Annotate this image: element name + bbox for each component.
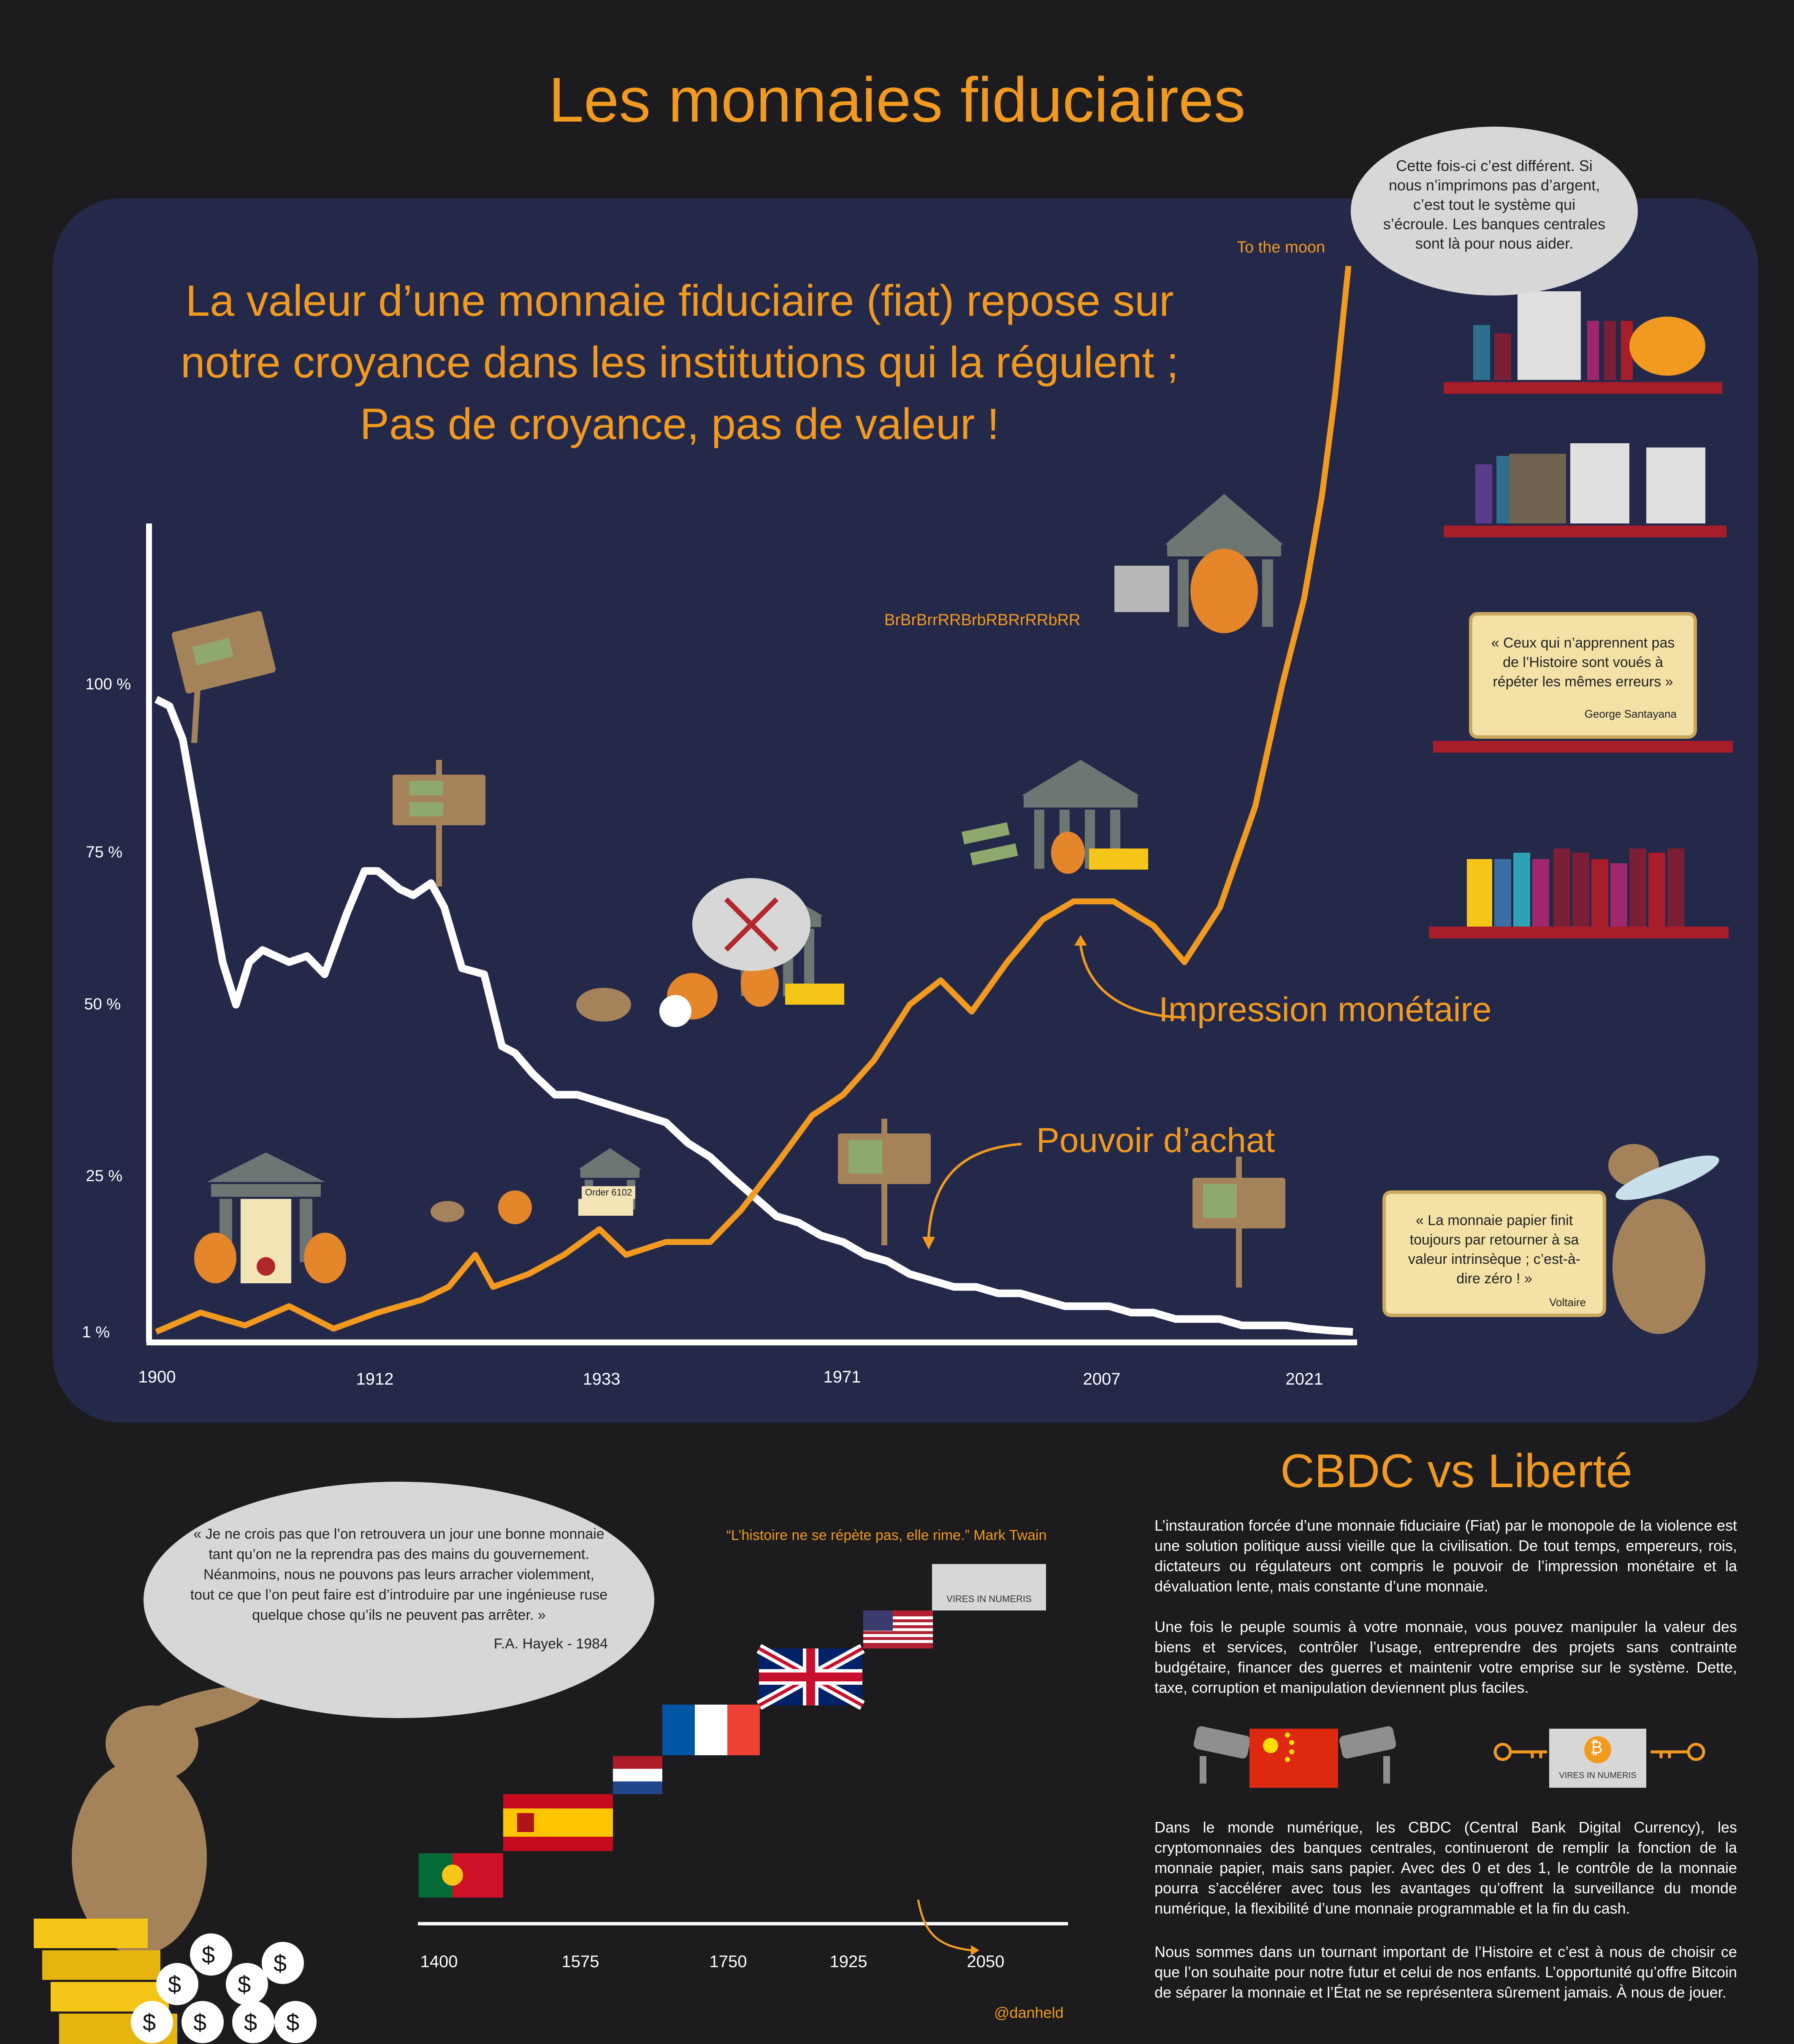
y-tick-label: 1 %	[82, 1323, 110, 1341]
subtitle-line-1: La valeur d’une monnaie fiduciaire (fiat…	[185, 277, 1174, 325]
cbdc-title: CBDC vs Liberté	[1280, 1445, 1633, 1497]
x-tick-label: 2007	[1083, 1370, 1121, 1388]
timeline-tick: 1400	[420, 1952, 458, 1971]
arrow-head-icon	[1074, 935, 1087, 946]
subtitle-line-2: notre croyance dans les institutions qui…	[180, 338, 1179, 387]
order-label: Order 6102	[582, 1186, 636, 1199]
dollar-symbol: $	[193, 2009, 207, 2036]
rabbit-icon	[72, 1686, 264, 1955]
timeline-tick: 1750	[709, 1952, 747, 1971]
dollar-symbol: $	[168, 1971, 182, 1998]
signpost-icon	[838, 1119, 931, 1245]
signpost-icon	[393, 760, 485, 886]
dollar-symbol: $	[274, 1950, 287, 1976]
subtitle-line-3: Pas de croyance, pas de valeur !	[360, 400, 1000, 449]
bank-icon	[1022, 760, 1148, 874]
quote-twain: “L’histoire ne se répète pas, elle rime.…	[726, 1527, 1047, 1543]
dollar-symbol: $	[286, 2009, 300, 2036]
bookshelf-icon	[1433, 741, 1733, 753]
cbdc-paragraph: Nous sommes dans un tournant important d…	[1154, 1943, 1737, 2001]
cbdc-paragraph: Dans le monde numérique, les CBDC (Centr…	[1154, 1819, 1737, 1917]
page-title: Les monnaies fiduciaires	[548, 64, 1246, 135]
bank-icon	[1114, 494, 1283, 633]
dollar-symbol: $	[202, 1941, 215, 1968]
purchasing-power-line	[154, 696, 1353, 1336]
timeline-tick: 1575	[561, 1952, 599, 1971]
bubble-text: Cette fois-ci c’est différent. Si nous n…	[1383, 157, 1606, 252]
quote-santayana-text: « Ceux qui n’apprennent pas de l’Histoir…	[1491, 635, 1675, 690]
bank-icon	[194, 1152, 346, 1283]
vires-label: VIRES IN NUMERIS	[1559, 1771, 1637, 1780]
dollar-symbol: $	[143, 2009, 156, 2036]
china-flag-icon	[1249, 1729, 1338, 1788]
dollar-symbol: $	[238, 1971, 251, 1998]
quote-santayana-author: George Santayana	[1584, 708, 1677, 720]
usa-flag-icon	[863, 1610, 933, 1648]
arrow-head-icon	[922, 1237, 935, 1250]
quote-hayek-text: « Je ne crois pas que l’on retrouvera un…	[190, 1526, 608, 1623]
rabbit-icon	[576, 878, 810, 1027]
timeline-tick: 1925	[829, 1952, 867, 1971]
y-tick-label: 50 %	[84, 995, 121, 1013]
quote-hayek-author: F.A. Hayek - 1984	[493, 1636, 608, 1652]
arrow-impression-icon	[1079, 945, 1187, 1019]
y-tick-label: 25 %	[86, 1167, 122, 1185]
legend-impression-monetaire: Impression monétaire	[1159, 990, 1492, 1029]
quote-voltaire-author: Voltaire	[1549, 1296, 1586, 1309]
signpost-icon	[171, 611, 276, 743]
timeline-tick: 2050	[967, 1952, 1005, 1971]
spain-flag-icon	[503, 1794, 613, 1851]
rabbit-icon	[1608, 1144, 1719, 1334]
series-layer	[154, 266, 1353, 1336]
legend-pouvoir-achat: Pouvoir d’achat	[1036, 1121, 1275, 1160]
money-bags-icon	[131, 1933, 317, 2043]
annotation-to-the-moon: To the moon	[1237, 239, 1325, 256]
quote-scroll-santayana: « Ceux qui n’apprennent pas de l’Histoir…	[1469, 612, 1697, 739]
signpost-icon	[1192, 1157, 1285, 1288]
x-tick-label: 1912	[356, 1370, 394, 1388]
quote-scroll-voltaire: « La monnaie papier finit toujours par r…	[1382, 1190, 1606, 1317]
bookshelf-icon	[1444, 291, 1722, 394]
annotation-printer-sound: BrBrBrrRRBrbRBRrRRbRR	[884, 611, 1081, 629]
arrow-handle-icon	[917, 1899, 971, 1952]
speech-bubble-hayek: « Je ne crois pas que l’on retrouvera un…	[144, 1482, 654, 1718]
y-tick-label: 100 %	[85, 675, 131, 693]
surveillance-camera-icon	[1339, 1726, 1396, 1784]
cbdc-paragraph: Une fois le peuple soumis à votre monnai…	[1154, 1618, 1737, 1696]
x-tick-label: 1971	[823, 1368, 861, 1386]
bookshelf-icon	[1429, 849, 1729, 938]
author-handle: @danheld	[994, 2004, 1064, 2021]
money-pile-icon	[961, 822, 1018, 866]
bookshelf-icon	[1444, 443, 1726, 537]
money-printing-line	[155, 266, 1352, 1335]
chart-subtitle: La valeur d’une monnaie fiduciaire (fiat…	[139, 270, 1220, 455]
bitcoin-flag-icon	[932, 1564, 1046, 1610]
uk-flag-icon	[756, 1644, 865, 1710]
arrow-pouvoir-icon	[927, 1143, 1022, 1237]
dollar-symbol: $	[244, 2009, 257, 2036]
speech-bubble-banker: Cette fois-ci c’est différent. Si nous n…	[1351, 127, 1638, 295]
cbdc-paragraph: L’instauration forcée d’une monnaie fidu…	[1154, 1517, 1737, 1595]
rabbit-icon	[431, 1190, 633, 1224]
arrow-head-icon	[971, 1945, 979, 1955]
bitcoin-card-icon	[1549, 1729, 1646, 1788]
france-flag-icon	[662, 1705, 760, 1755]
surveillance-camera-icon	[1193, 1726, 1250, 1784]
netherlands-flag-icon	[613, 1756, 662, 1794]
key-icon	[1493, 1743, 1547, 1761]
x-tick-label: 1933	[583, 1370, 621, 1388]
key-icon	[1650, 1743, 1705, 1761]
vires-label: VIRES IN NUMERIS	[946, 1594, 1032, 1604]
bitcoin-symbol: ₿	[1590, 1738, 1603, 1757]
x-tick-label: 2021	[1285, 1370, 1323, 1388]
quote-voltaire-text: « La monnaie papier finit toujours par r…	[1408, 1212, 1581, 1287]
y-tick-label: 75 %	[86, 843, 122, 861]
x-tick-label: 1900	[138, 1368, 176, 1386]
portugal-flag-icon	[419, 1853, 503, 1898]
